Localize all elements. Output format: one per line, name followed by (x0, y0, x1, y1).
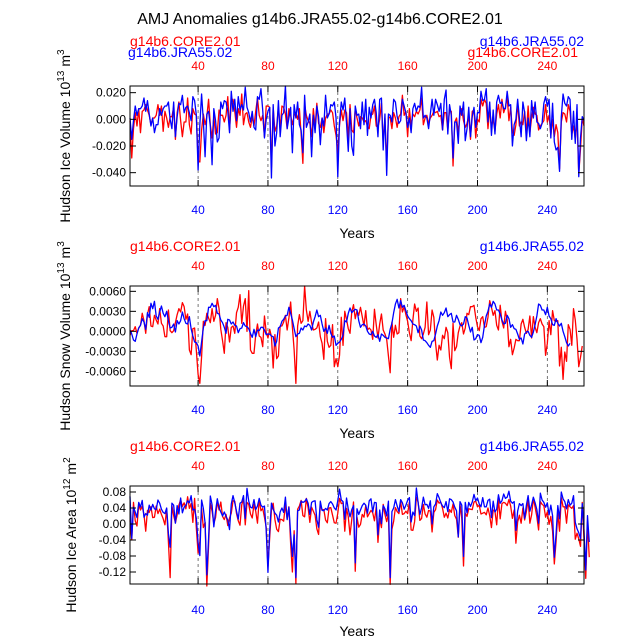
legend-core-label: g14b6.CORE2.01 (130, 238, 241, 254)
x-tick-label-bottom: 200 (467, 603, 487, 617)
y-axis-label-part: Hudson Snow Volume 10 (57, 273, 73, 430)
x-tick-label-top: 120 (328, 59, 348, 73)
y-tick-label: 0.00 (103, 517, 127, 531)
y-tick-label: 0.04 (103, 501, 127, 515)
x-tick-label-top: 40 (191, 259, 205, 273)
x-tick-label-top: 200 (467, 459, 487, 473)
x-tick-label-bottom: 160 (398, 603, 418, 617)
plot-frame (129, 85, 585, 187)
x-tick-label-top: 200 (467, 259, 487, 273)
x-axis-label: Years (339, 623, 374, 638)
x-tick-label-top: 200 (467, 59, 487, 73)
x-tick-label-bottom: 40 (191, 403, 205, 417)
y-axis-label-part: 12 (62, 478, 73, 490)
y-tick-label: -0.020 (92, 139, 126, 153)
y-axis-label-part: 13 (56, 262, 67, 274)
y-axis-label-part: m (57, 55, 73, 67)
x-tick-label-bottom: 80 (261, 203, 275, 217)
x-tick-label-bottom: 240 (537, 603, 557, 617)
legend-jra-label: g14b6.JRA55.02 (480, 438, 585, 454)
panel-1: 0.020 0.000 -0.020 -0.040 40 40 80 80 120 120 160 1… (56, 33, 585, 241)
y-axis-label-part: Hudson Ice Area 10 (63, 489, 79, 612)
x-tick-label-bottom: 40 (191, 203, 205, 217)
x-tick-label-bottom: 200 (467, 403, 487, 417)
y-axis-label-part: 3 (56, 49, 67, 55)
x-tick-label-top: 40 (191, 59, 205, 73)
series-line-core (129, 93, 585, 175)
x-tick-label-bottom: 160 (398, 403, 418, 417)
x-tick-label-bottom: 80 (261, 603, 275, 617)
y-tick-label: -0.0060 (85, 364, 126, 378)
y-tick-label: 0.0030 (89, 304, 126, 318)
x-tick-label-top: 120 (328, 259, 348, 273)
y-tick-label: -0.040 (92, 166, 126, 180)
y-axis-label: Hudson Ice Volume 1013 m3 (56, 49, 73, 223)
panel-2: 0.0060 0.0030 0.0000 -0.0030 -0.0060 40 40 80 80… (56, 238, 585, 441)
x-tick-label-top: 160 (398, 59, 418, 73)
x-tick-label-bottom: 200 (467, 203, 487, 217)
series-line-jra (129, 298, 571, 357)
figure-title: AMJ Anomalies g14b6.JRA55.02-g14b6.CORE2… (137, 11, 503, 28)
x-tick-label-top: 160 (398, 459, 418, 473)
x-tick-label-top: 80 (261, 259, 275, 273)
x-tick-label-top: 80 (261, 59, 275, 73)
x-axis-label: Years (339, 225, 374, 241)
x-tick-label-top: 120 (328, 459, 348, 473)
y-tick-label: -0.0030 (85, 344, 126, 358)
x-tick-label-bottom: 160 (398, 203, 418, 217)
y-tick-label: 0.0000 (89, 324, 126, 338)
legend-core-label-overlap: g14b6.CORE2.01 (467, 44, 578, 60)
legend-core-label: g14b6.CORE2.01 (130, 438, 241, 454)
panel-3: 0.08 0.04 0.00 -0.04 -0.08 -0.12 40 40 80 80 120 12… (62, 438, 590, 638)
series-line-core (129, 496, 590, 587)
x-tick-label-top: 240 (537, 59, 557, 73)
plot-frame (129, 485, 585, 585)
y-axis-label-part: m (57, 247, 73, 259)
legend-jra-label-overlap: g14b6.JRA55.02 (128, 44, 233, 60)
y-axis-label-part: 2 (62, 457, 73, 463)
x-tick-label-top: 240 (537, 259, 557, 273)
x-tick-label-bottom: 240 (537, 403, 557, 417)
y-tick-label: -0.04 (99, 533, 127, 547)
legend-core-label: g14b6.CORE2.01 (130, 33, 241, 49)
series-line-jra (129, 487, 590, 579)
x-tick-label-bottom: 240 (537, 203, 557, 217)
series-line-jra (129, 85, 585, 179)
x-tick-label-bottom: 40 (191, 603, 205, 617)
x-tick-label-top: 80 (261, 459, 275, 473)
x-tick-label-top: 160 (398, 259, 418, 273)
x-tick-label-bottom: 120 (328, 403, 348, 417)
x-tick-label-top: 40 (191, 459, 205, 473)
y-tick-label: -0.08 (99, 549, 127, 563)
y-tick-label: 0.020 (96, 86, 126, 100)
y-tick-label: 0.0060 (89, 284, 126, 298)
y-axis-label-part: m (63, 463, 79, 475)
x-tick-label-bottom: 120 (328, 603, 348, 617)
plot-frame (129, 285, 585, 387)
y-tick-label: -0.12 (99, 565, 127, 579)
x-tick-label-bottom: 120 (328, 203, 348, 217)
x-tick-label-bottom: 80 (261, 403, 275, 417)
legend-jra-label: g14b6.JRA55.02 (480, 33, 585, 49)
y-axis-label-part: 3 (56, 241, 67, 247)
y-axis-label: Hudson Ice Area 1012 m2 (62, 457, 79, 613)
y-tick-label: 0.000 (96, 112, 126, 126)
legend-jra-label: g14b6.JRA55.02 (480, 238, 585, 254)
x-tick-label-top: 240 (537, 459, 557, 473)
x-axis-label: Years (339, 425, 374, 441)
y-tick-label: 0.08 (103, 485, 127, 499)
y-axis-label-part: Hudson Ice Volume 10 (57, 82, 73, 223)
y-axis-label-part: 13 (56, 70, 67, 82)
y-axis-label: Hudson Snow Volume 1013 m3 (56, 241, 73, 431)
